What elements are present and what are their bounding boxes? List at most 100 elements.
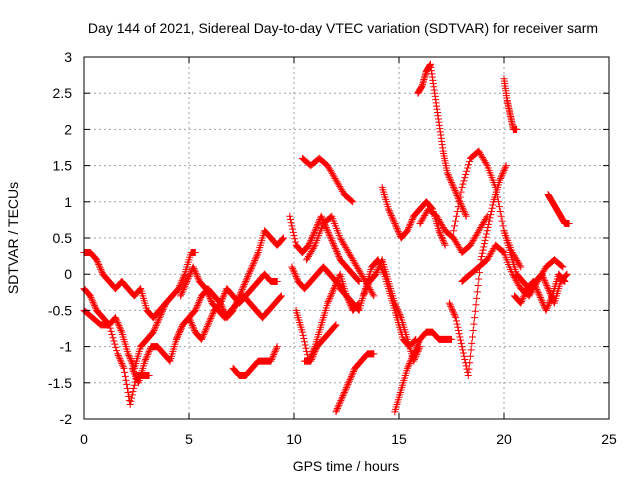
data-point	[116, 355, 124, 363]
data-point	[330, 285, 338, 293]
data-point	[543, 305, 551, 313]
data-point	[499, 222, 507, 230]
data-point	[180, 284, 188, 292]
data-point	[127, 356, 135, 364]
data-point	[455, 198, 463, 206]
data-point	[497, 212, 505, 220]
data-point	[273, 277, 281, 285]
data-point	[385, 207, 393, 215]
data-point	[340, 388, 348, 396]
data-point	[324, 228, 332, 236]
data-point	[534, 289, 542, 297]
data-point	[245, 271, 252, 279]
data-point	[312, 224, 320, 232]
data-point	[267, 357, 275, 365]
data-point	[472, 301, 480, 309]
data-point	[177, 280, 185, 288]
data-point	[235, 294, 243, 302]
data-point	[362, 285, 370, 293]
data-point	[364, 281, 372, 289]
series-arc-8	[229, 343, 281, 380]
data-point	[348, 371, 356, 379]
data-point	[156, 314, 164, 322]
series-arc-15	[332, 350, 378, 416]
data-point	[292, 273, 300, 281]
data-point	[180, 272, 188, 280]
data-point	[464, 368, 472, 376]
data-point	[483, 227, 491, 235]
data-point	[253, 252, 261, 260]
data-point	[409, 351, 417, 359]
data-point	[108, 331, 116, 339]
data-point	[406, 359, 413, 367]
data-point	[329, 240, 337, 248]
data-point	[179, 273, 187, 281]
data-point	[189, 323, 197, 331]
data-point	[124, 350, 132, 358]
data-points-layer	[80, 60, 573, 416]
data-point	[349, 198, 357, 206]
data-point	[132, 372, 140, 380]
data-point	[467, 346, 475, 354]
data-point	[480, 240, 488, 248]
data-point	[129, 366, 137, 374]
data-point	[560, 276, 567, 284]
data-point	[408, 217, 416, 225]
data-point	[412, 345, 420, 353]
data-point	[185, 273, 193, 281]
data-point	[326, 232, 334, 240]
data-point	[339, 392, 347, 400]
data-point	[114, 351, 122, 359]
data-point	[543, 303, 551, 311]
data-point	[331, 322, 339, 330]
data-point	[182, 279, 190, 287]
data-point	[114, 320, 122, 328]
data-point	[233, 297, 241, 305]
series-arc-13	[298, 154, 357, 206]
data-point	[289, 266, 297, 274]
data-point	[184, 274, 192, 282]
data-point	[244, 273, 252, 281]
data-point	[191, 248, 199, 256]
data-point	[221, 290, 229, 298]
data-point	[86, 292, 94, 300]
data-point	[196, 295, 204, 303]
data-point	[392, 301, 399, 309]
data-point	[333, 248, 341, 256]
data-point	[474, 281, 482, 289]
data-point	[248, 263, 256, 271]
data-point	[190, 325, 198, 333]
data-point	[341, 387, 349, 395]
data-point	[406, 358, 414, 366]
data-point	[452, 317, 460, 325]
data-point	[123, 384, 131, 392]
data-point	[107, 327, 115, 335]
data-point	[307, 236, 315, 244]
data-point	[460, 207, 468, 215]
data-point	[387, 210, 395, 218]
data-point	[245, 269, 253, 277]
data-point	[179, 287, 187, 295]
data-point	[217, 301, 225, 309]
data-point	[456, 333, 464, 341]
data-point	[310, 228, 318, 236]
data-point	[521, 290, 529, 298]
data-point	[310, 230, 318, 238]
data-point	[207, 314, 215, 322]
data-point	[459, 349, 467, 357]
data-point	[306, 238, 314, 246]
data-point	[142, 355, 150, 363]
ticks-layer	[83, 56, 610, 420]
data-point	[291, 238, 299, 246]
data-point	[468, 339, 476, 347]
data-point	[469, 333, 476, 341]
series-arc-9	[286, 212, 363, 285]
data-point	[483, 230, 490, 238]
data-point	[517, 263, 525, 271]
data-point	[232, 300, 240, 308]
data-point	[482, 160, 490, 168]
data-point	[177, 324, 185, 332]
data-point	[448, 180, 456, 188]
data-point	[529, 277, 537, 285]
